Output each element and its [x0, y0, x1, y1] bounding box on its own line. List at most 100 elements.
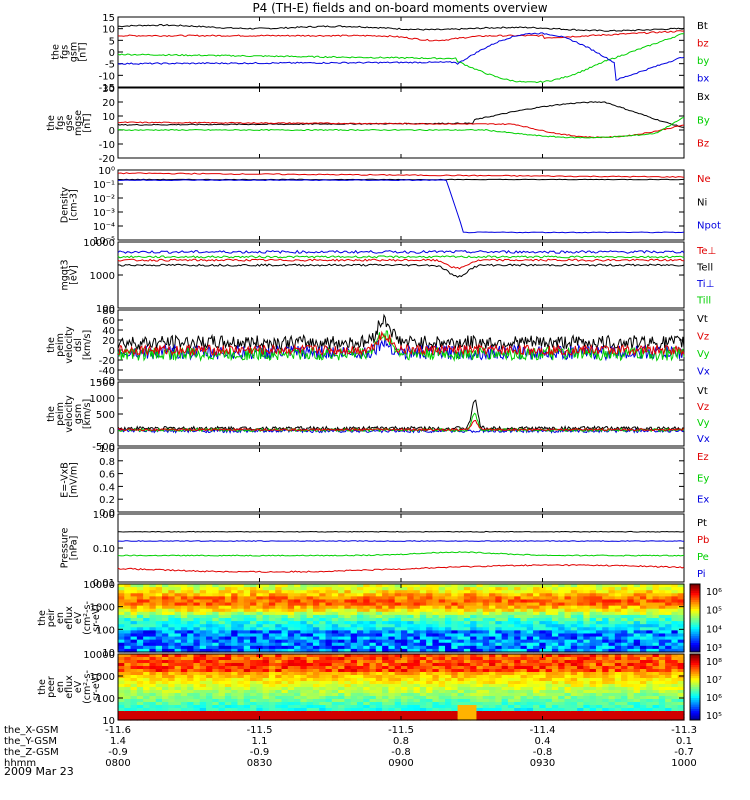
legend-vy: Vy: [697, 418, 710, 429]
panel-pressure: 1.00 0.10 0.01 Pressure[nPa] Pt Pb Pe Pi: [60, 510, 710, 589]
spectrogram-cells: [118, 584, 685, 653]
y-axis-label-line: gsm: [69, 42, 80, 62]
series-vz: [117, 330, 685, 357]
colorbar-frame: [689, 583, 701, 653]
xaxis-value: -0.7: [674, 747, 694, 758]
y-axis-label-line: eflux: [64, 675, 75, 699]
xaxis-value: -0.9: [108, 747, 128, 758]
series-teperp: [117, 258, 685, 270]
legend-vz: Vz: [697, 402, 709, 413]
y-tick-label: 10⁻⁵: [93, 236, 115, 247]
y-axis-label-line: en: [55, 612, 66, 624]
colorbar-label: 10⁸: [706, 657, 722, 668]
colorbar-label: 10⁷: [706, 675, 722, 686]
legend-pe: Pe: [697, 552, 709, 563]
y-tick-label: 10⁻³: [93, 208, 115, 219]
series-pt: [117, 530, 685, 533]
colorbar-label: 10⁶: [706, 587, 722, 598]
y-tick-label: 30: [102, 84, 115, 95]
legend-ne: Ne: [697, 174, 711, 185]
legend-tell: Tell: [696, 263, 713, 274]
legend-ni: Ni: [697, 197, 707, 208]
series-vt: [117, 313, 685, 352]
series-pe: [117, 551, 685, 557]
y-axis-label-line: velocity: [64, 395, 75, 433]
series-tipar: [117, 255, 685, 259]
xaxis-value: -0.8: [533, 747, 553, 758]
series-bz: [117, 121, 685, 139]
colorbar: 10⁸ 10⁷ 10⁶ 10⁵: [689, 653, 722, 722]
legend-te: Te⊥: [696, 246, 716, 257]
y-tick-label: -20: [99, 154, 115, 165]
y-tick-label: 0: [109, 48, 115, 59]
y-axis-label-line: fgs: [55, 116, 66, 130]
y-tick-label: 0.10: [93, 544, 115, 555]
series-ne: [117, 172, 685, 178]
y-tick-label: 1000: [90, 672, 115, 683]
y-tick-label: 80: [102, 306, 115, 317]
legend-ti: Ti⊥: [696, 279, 714, 290]
xaxis-value: 0930: [530, 758, 555, 769]
panel-ele-spec: 10⁸10⁷10⁶10⁵10000100010010thepeereneflux…: [37, 650, 722, 727]
y-axis-label-line: peer: [46, 676, 57, 698]
legend-ex: Ex: [697, 495, 709, 506]
legend-vx: Vx: [697, 434, 710, 445]
y-tick-label: 0.01: [93, 578, 115, 589]
y-tick-label: -15: [99, 83, 115, 94]
panel-temp: 10000 1000 100 mgqt3[eV] Te⊥ Tell Ti⊥ Till: [60, 238, 717, 315]
xaxis-value: 0830: [247, 758, 272, 769]
y-axis-label-line: the: [46, 337, 57, 353]
y-axis-label-line: the: [51, 44, 62, 60]
y-tick-label: 10⁰: [98, 166, 115, 177]
y-axis-label-line: velocity: [64, 326, 75, 364]
y-tick-label: 20: [102, 336, 115, 347]
y-tick-label: 1000: [90, 271, 115, 282]
y-tick-label: 100: [96, 694, 115, 705]
y-axis-label-line: peim: [55, 402, 66, 426]
xaxis-row-label: the_Y-GSM: [4, 736, 57, 747]
xaxis-value: -11.3: [671, 725, 697, 736]
y-tick-label: -5: [105, 60, 115, 71]
panel-frame: [117, 381, 685, 447]
series-by: [117, 117, 685, 139]
y-tick-label: 10000: [83, 650, 115, 661]
y-axis-label-line: (cm²-s-: [82, 601, 93, 635]
series-bt: [117, 23, 685, 32]
xaxis-value: -11.5: [247, 725, 273, 736]
y-tick-label: 0.0: [99, 508, 115, 519]
y-axis-label-line: [nT]: [78, 42, 89, 61]
y-axis-label: thepeimvelocitydsl[km/s]: [46, 326, 93, 364]
y-axis-label: E=-VxB[mV/m]: [60, 462, 80, 498]
xaxis-value: -11.5: [388, 725, 414, 736]
y-tick-label: 100: [96, 625, 115, 636]
xaxis-value: -0.8: [391, 747, 411, 758]
y-tick-label: 1.0: [99, 444, 115, 455]
xaxis-value: 0.1: [676, 736, 692, 747]
y-tick-label: 10000: [83, 238, 115, 249]
y-axis-label: Pressure[nPa]: [60, 528, 80, 569]
y-tick-label: 10⁻⁴: [93, 222, 115, 233]
y-tick-label: 1500: [90, 378, 115, 389]
y-axis-label-line: mgqt3: [60, 259, 71, 290]
x-axis-table: the_X-GSM -11.6 -11.5 -11.5 -11.4 -11.3 the_Y-…: [4, 725, 697, 769]
xaxis-value: 0800: [105, 758, 130, 769]
y-axis-label-line: the: [37, 610, 48, 626]
y-axis-label-line: peir: [46, 609, 57, 628]
y-axis-label-line: [cm-3]: [69, 189, 80, 220]
y-tick-label: 0: [109, 346, 115, 357]
series-vz: [118, 419, 685, 432]
legend-bx: Bx: [697, 92, 710, 103]
legend-vx: Vx: [697, 367, 710, 378]
y-axis-label-line: mgse: [73, 110, 84, 136]
panels-group: 151050-5-10-15thefgsgsm[nT]Btbzbybx30201…: [37, 13, 722, 727]
y-axis-label: Density[cm-3]: [60, 187, 80, 223]
y-tick-label: 1000: [90, 603, 115, 614]
y-axis-label: thepeirenefluxeV(cm²-s-sr-eV): [37, 601, 102, 635]
colorbar-label: 10⁵: [706, 606, 722, 617]
legend-bt: Bt: [697, 21, 708, 32]
y-axis-label: mgqt3[eV]: [60, 259, 80, 290]
series-tiperp: [117, 249, 685, 254]
y-tick-label: 0.6: [99, 470, 115, 481]
colorbar-label: 10³: [706, 643, 722, 654]
